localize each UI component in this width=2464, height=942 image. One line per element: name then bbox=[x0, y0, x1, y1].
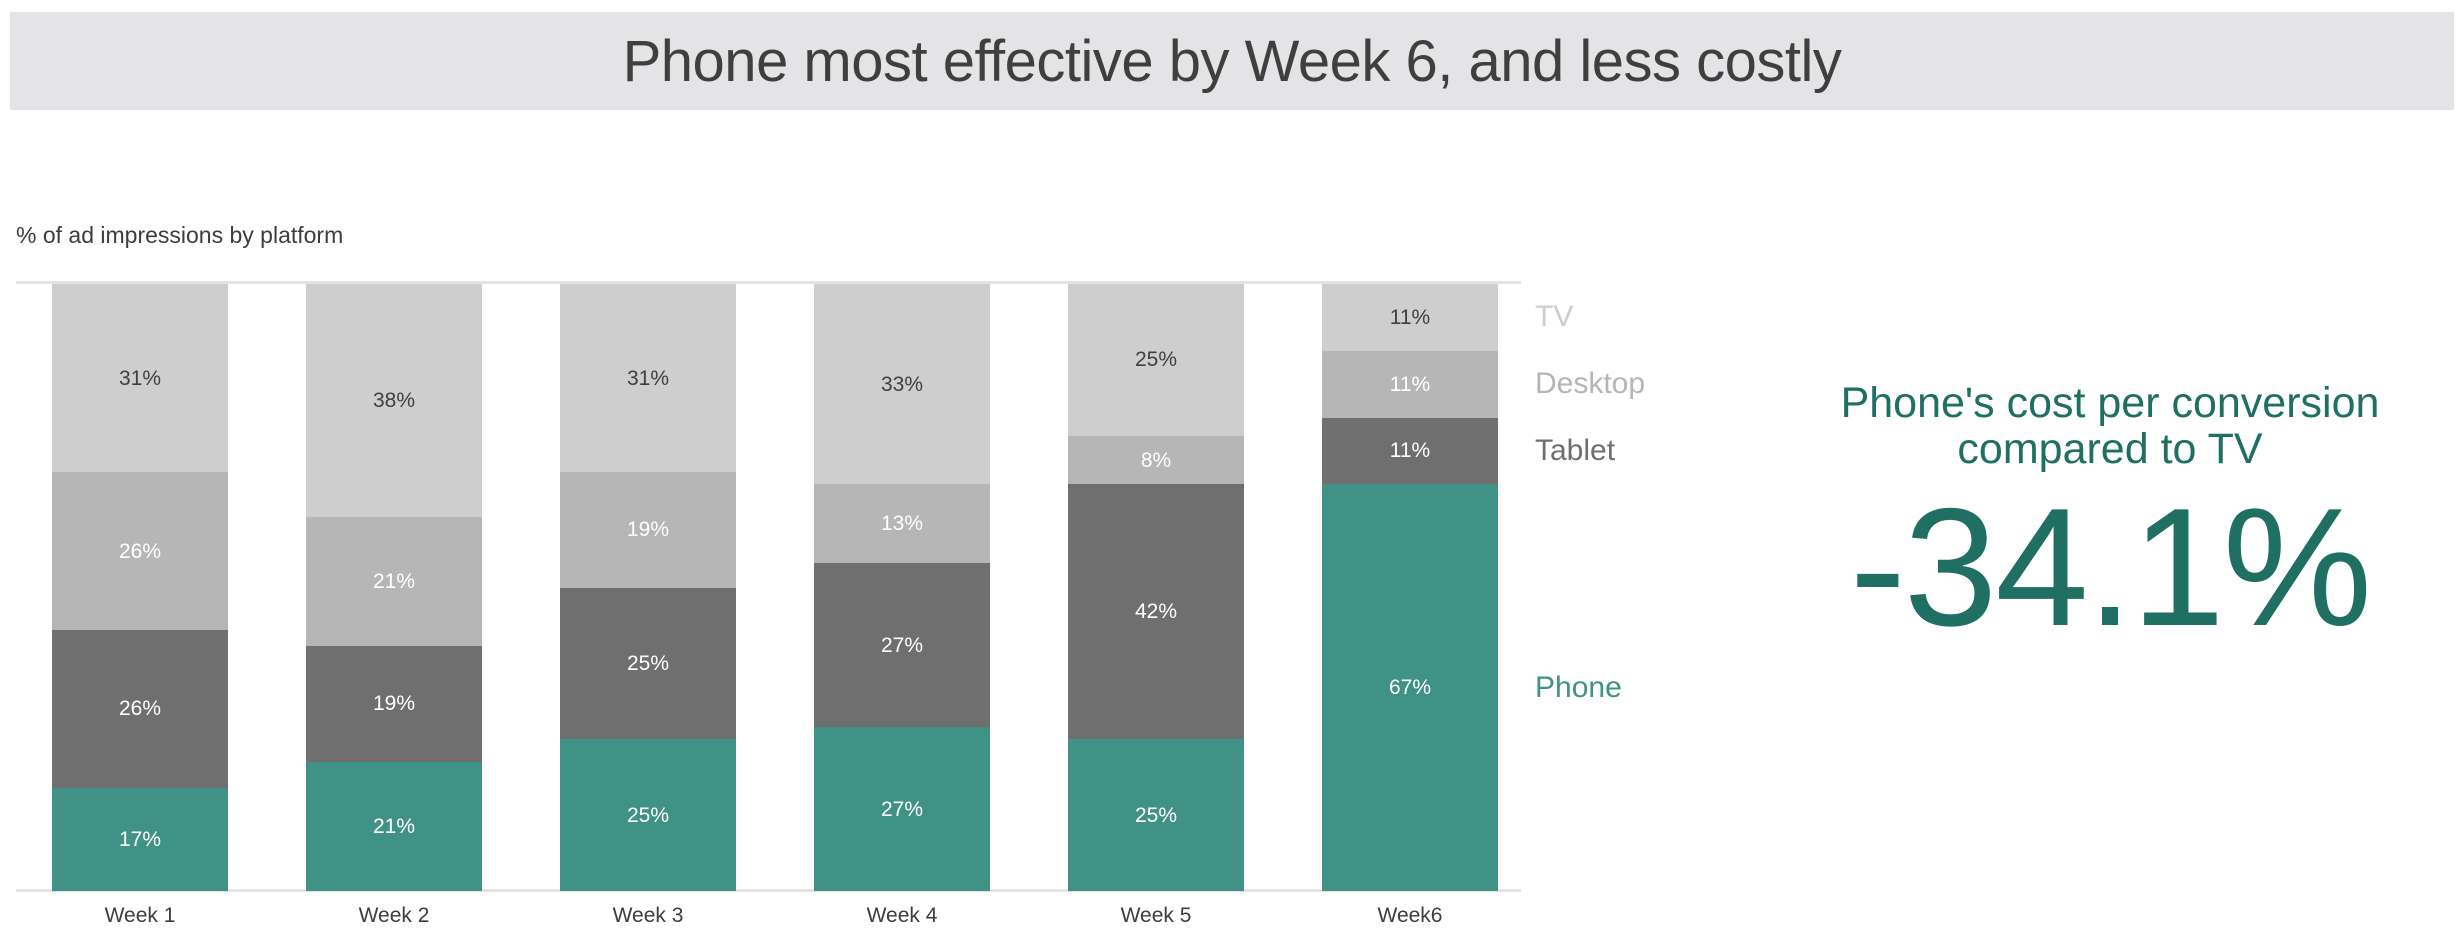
x-axis-line bbox=[16, 889, 1521, 892]
bar-segment-value: 17% bbox=[118, 827, 162, 851]
bar-group[interactable]: 31% 19% 25% 25% bbox=[560, 284, 736, 891]
bar-segment-tablet[interactable]: 27% bbox=[814, 563, 990, 728]
kpi-value: -34.1% bbox=[1849, 472, 2372, 661]
bar-segment-value: 27% bbox=[880, 633, 924, 657]
bar-segment-desktop[interactable]: 21% bbox=[306, 516, 482, 646]
bar-segment-tv[interactable]: 25% bbox=[1068, 284, 1244, 436]
bar-stack: 38% 21% 19% 21% bbox=[306, 284, 482, 891]
bar-segment-value: 13% bbox=[880, 512, 924, 536]
legend-item-phone[interactable]: Phone bbox=[1535, 670, 1622, 704]
bar-segment-value: 27% bbox=[880, 797, 924, 821]
x-axis-label: Week 2 bbox=[358, 904, 430, 927]
plot-top-rule bbox=[16, 281, 1521, 284]
kpi-title-line-2: compared to TV bbox=[1957, 425, 2263, 474]
kpi-title: Phone's cost per conversion compared to … bbox=[1760, 380, 2460, 473]
bar-segment-value: 11% bbox=[1389, 305, 1431, 329]
legend-item-tv[interactable]: TV bbox=[1535, 300, 1574, 334]
bar-segment-desktop[interactable]: 13% bbox=[814, 484, 990, 564]
bar-segment-phone[interactable]: 67% bbox=[1322, 484, 1498, 891]
bar-segment-value: 26% bbox=[118, 539, 162, 563]
bar-segment-value: 25% bbox=[1134, 803, 1178, 827]
x-axis-label: Week6 bbox=[1377, 904, 1443, 927]
bar-segment-value: 11% bbox=[1389, 439, 1431, 463]
bar-stack: 31% 26% 26% 17% bbox=[52, 284, 228, 891]
bar-segment-value: 26% bbox=[118, 697, 162, 721]
chart-legend: TV Desktop Tablet Phone bbox=[1535, 284, 1795, 891]
bar-segment-value: 11% bbox=[1389, 372, 1431, 396]
bar-segment-value: 8% bbox=[1140, 448, 1172, 472]
bar-group[interactable]: 11% 11% 11% 67% bbox=[1322, 284, 1498, 891]
bar-segment-tablet[interactable]: 19% bbox=[306, 645, 482, 763]
title-banner: Phone most effective by Week 6, and less… bbox=[10, 12, 2454, 110]
bar-segment-phone[interactable]: 25% bbox=[1068, 739, 1244, 891]
bar-segment-value: 21% bbox=[372, 815, 416, 839]
bar-segment-value: 25% bbox=[1134, 348, 1178, 372]
legend-item-desktop[interactable]: Desktop bbox=[1535, 367, 1646, 401]
bar-group[interactable]: 31% 26% 26% 17% bbox=[52, 284, 228, 891]
bar-segment-tv[interactable]: 11% bbox=[1322, 284, 1498, 351]
bar-segment-tablet[interactable]: 11% bbox=[1322, 417, 1498, 485]
bar-stack: 11% 11% 11% 67% bbox=[1322, 284, 1498, 891]
page-title: Phone most effective by Week 6, and less… bbox=[622, 28, 1842, 94]
bar-segment-tv[interactable]: 33% bbox=[814, 284, 990, 485]
bar-segment-value: 31% bbox=[118, 366, 162, 390]
bar-group[interactable]: 25% 8% 42% 25% bbox=[1068, 284, 1244, 891]
bar-group[interactable]: 38% 21% 19% 21% bbox=[306, 284, 482, 891]
bar-segment-desktop[interactable]: 19% bbox=[560, 472, 736, 588]
bar-segment-tv[interactable]: 38% bbox=[306, 284, 482, 517]
bar-segment-value: 67% bbox=[1388, 676, 1432, 700]
bar-stack: 25% 8% 42% 25% bbox=[1068, 284, 1244, 891]
kpi-panel: Phone's cost per conversion compared to … bbox=[1760, 380, 2460, 661]
bar-stack: 31% 19% 25% 25% bbox=[560, 284, 736, 891]
bar-segment-tv[interactable]: 31% bbox=[560, 284, 736, 473]
x-axis-label: Week 1 bbox=[104, 904, 176, 927]
chart-panel: % of ad impressions by platform 31% 26% 26… bbox=[0, 222, 1560, 927]
bar-segment-value: 19% bbox=[626, 518, 670, 542]
stacked-bar-series: 31% 26% 26% 17% 38% 21% 19% 21% 31% 19% 25% 25% 33% 1… bbox=[0, 284, 1560, 891]
bar-segment-value: 21% bbox=[372, 569, 416, 593]
bar-segment-tv[interactable]: 31% bbox=[52, 284, 228, 473]
x-axis-label: Week 4 bbox=[866, 904, 938, 927]
bar-segment-phone[interactable]: 21% bbox=[306, 762, 482, 891]
bar-segment-phone[interactable]: 27% bbox=[814, 727, 990, 891]
bar-segment-desktop[interactable]: 11% bbox=[1322, 350, 1498, 418]
bar-segment-tablet[interactable]: 25% bbox=[560, 587, 736, 740]
bar-segment-tablet[interactable]: 42% bbox=[1068, 484, 1244, 740]
bar-segment-value: 33% bbox=[880, 372, 924, 396]
legend-item-tablet[interactable]: Tablet bbox=[1535, 433, 1616, 467]
bar-segment-desktop[interactable]: 8% bbox=[1068, 435, 1244, 485]
bar-segment-tablet[interactable]: 26% bbox=[52, 629, 228, 788]
bar-segment-value: 19% bbox=[372, 692, 416, 716]
bar-segment-phone[interactable]: 25% bbox=[560, 739, 736, 891]
x-axis-label: Week 3 bbox=[612, 904, 684, 927]
bar-stack: 33% 13% 27% 27% bbox=[814, 284, 990, 891]
bar-segment-phone[interactable]: 17% bbox=[52, 787, 228, 891]
bar-segment-value: 25% bbox=[626, 803, 670, 827]
bar-segment-value: 31% bbox=[626, 366, 670, 390]
bar-segment-value: 25% bbox=[626, 651, 670, 675]
kpi-title-line-1: Phone's cost per conversion bbox=[1840, 379, 2380, 427]
bar-segment-desktop[interactable]: 26% bbox=[52, 472, 228, 630]
bar-group[interactable]: 33% 13% 27% 27% bbox=[814, 284, 990, 891]
x-axis-label: Week 5 bbox=[1120, 904, 1192, 927]
bar-segment-value: 38% bbox=[372, 388, 416, 412]
bar-segment-value: 42% bbox=[1134, 600, 1178, 624]
chart-subtitle: % of ad impressions by platform bbox=[16, 222, 344, 248]
